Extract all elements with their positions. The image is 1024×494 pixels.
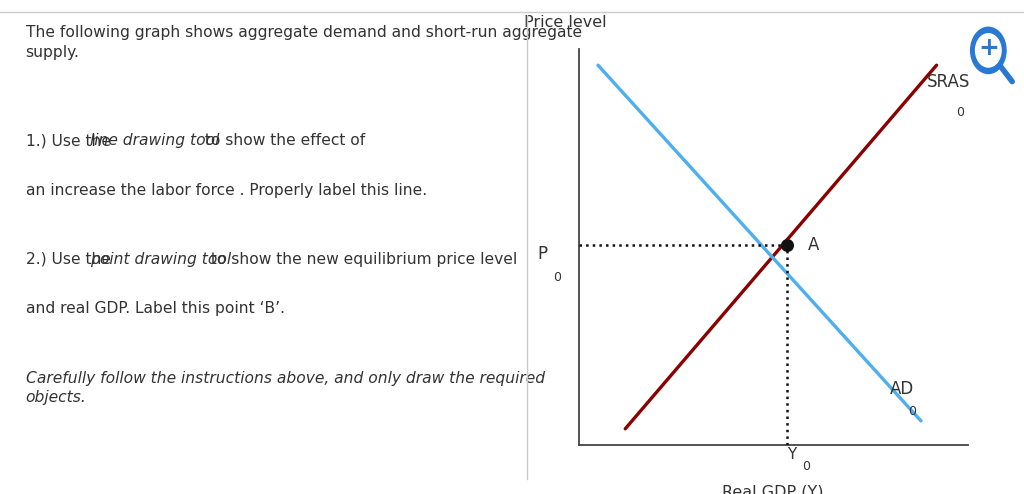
Point <box>778 241 795 249</box>
Text: Real GDP (Y): Real GDP (Y) <box>722 484 824 494</box>
Circle shape <box>971 27 1006 74</box>
Text: point drawing tool: point drawing tool <box>90 252 230 267</box>
Text: 0: 0 <box>803 460 810 473</box>
Text: P: P <box>538 245 548 263</box>
Text: an increase the labor force . Properly label this line.: an increase the labor force . Properly l… <box>26 183 427 198</box>
Text: A: A <box>808 236 819 254</box>
Text: +: + <box>978 37 998 60</box>
Text: AD: AD <box>890 380 914 398</box>
Text: to show the effect of: to show the effect of <box>200 133 365 148</box>
Circle shape <box>976 34 1001 67</box>
Text: 0: 0 <box>908 405 916 417</box>
Text: to show the new equilibrium price level: to show the new equilibrium price level <box>207 252 517 267</box>
Text: The following graph shows aggregate demand and short-run aggregate
supply.: The following graph shows aggregate dema… <box>26 25 582 59</box>
Text: line drawing tool: line drawing tool <box>90 133 219 148</box>
Text: Price level: Price level <box>524 15 606 30</box>
Text: 2.) Use the: 2.) Use the <box>26 252 116 267</box>
Text: 0: 0 <box>956 106 964 119</box>
Text: 1.) Use the: 1.) Use the <box>26 133 116 148</box>
Text: 0: 0 <box>553 271 561 284</box>
Text: Carefully follow the instructions above, and only draw the required
objects.: Carefully follow the instructions above,… <box>26 370 545 405</box>
Text: SRAS: SRAS <box>927 73 970 91</box>
Text: and real GDP. Label this point ‘B’.: and real GDP. Label this point ‘B’. <box>26 301 285 316</box>
Text: Y: Y <box>786 447 796 461</box>
